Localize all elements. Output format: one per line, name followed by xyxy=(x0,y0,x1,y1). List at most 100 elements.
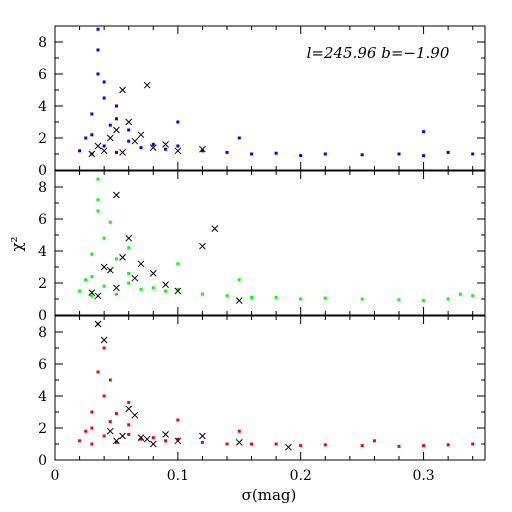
data-point xyxy=(102,284,106,288)
panel-red: 0 2 4 6 8 xyxy=(38,315,486,469)
data-point xyxy=(114,104,118,108)
data-point xyxy=(250,295,254,299)
cross-marker xyxy=(113,126,120,134)
panel-green: 0 2 4 6 8 xyxy=(38,170,486,324)
data-point xyxy=(422,130,426,134)
data-point xyxy=(372,439,376,443)
cross-marker xyxy=(125,405,133,413)
y-tick-label: 8 xyxy=(38,35,47,51)
data-point xyxy=(78,149,82,153)
data-point xyxy=(90,294,94,298)
y-tick-label: 0 xyxy=(38,163,47,179)
y-tick-label: 6 xyxy=(38,212,47,228)
y-tick-label: 2 xyxy=(38,421,47,437)
y-tick-label: 8 xyxy=(38,180,47,196)
cross-marker xyxy=(106,134,114,142)
y-axis-label: χ² xyxy=(8,236,26,251)
cross-marker xyxy=(143,435,151,443)
data-point xyxy=(84,136,88,140)
cross-marker xyxy=(88,150,96,158)
data-point xyxy=(446,297,450,301)
cross-marker xyxy=(235,439,243,446)
data-point xyxy=(90,426,94,430)
data-point xyxy=(323,296,327,300)
cross-marker xyxy=(162,281,169,288)
cross-marker xyxy=(113,437,120,445)
data-point xyxy=(299,444,303,448)
data-point xyxy=(237,429,241,433)
data-point xyxy=(471,152,475,156)
data-point xyxy=(108,378,112,382)
data-point xyxy=(139,146,143,150)
data-point xyxy=(78,439,82,443)
data-point xyxy=(458,292,462,296)
data-point xyxy=(274,151,278,155)
cross-marker xyxy=(149,144,157,151)
y-tick-label: 6 xyxy=(38,357,47,373)
data-point xyxy=(96,370,100,374)
cross-marker xyxy=(285,443,292,451)
data-point xyxy=(139,437,143,441)
cross-marker xyxy=(149,270,157,277)
data-point xyxy=(164,147,168,151)
data-point xyxy=(397,152,401,156)
data-point xyxy=(127,128,131,132)
data-point xyxy=(96,72,100,76)
data-point xyxy=(96,209,100,213)
cross-marker xyxy=(100,263,108,271)
data-point xyxy=(108,220,112,224)
data-point xyxy=(90,275,94,279)
data-point xyxy=(176,287,180,291)
y-tick-label: 4 xyxy=(38,99,47,115)
cross-marker xyxy=(113,191,120,199)
data-point xyxy=(323,152,327,156)
data-point xyxy=(471,442,475,446)
data-point xyxy=(360,153,364,157)
data-point xyxy=(446,443,450,447)
data-point xyxy=(360,297,364,301)
data-point xyxy=(225,150,229,154)
cross-marker xyxy=(199,242,206,250)
data-point xyxy=(200,440,204,444)
cross-marker xyxy=(131,274,139,282)
cross-marker xyxy=(100,147,108,155)
data-point xyxy=(90,252,94,256)
y-tick-label: 4 xyxy=(38,389,47,405)
data-point xyxy=(446,150,450,154)
data-point xyxy=(225,294,229,298)
data-point xyxy=(90,442,94,446)
data-point xyxy=(176,262,180,266)
data-point xyxy=(114,440,118,444)
data-point xyxy=(237,136,241,140)
data-point xyxy=(200,292,204,296)
x-tick-label: 0 xyxy=(51,468,60,484)
cross-marker xyxy=(131,411,139,419)
data-point xyxy=(225,442,229,446)
data-point xyxy=(84,278,88,282)
coordinate-annotation: l=245.96 b=−1.90 xyxy=(307,44,450,62)
panel-blue: 0 2 4 6 8 xyxy=(38,25,486,179)
data-point xyxy=(96,198,100,202)
y-tick-label: 0 xyxy=(38,308,47,324)
data-point xyxy=(323,443,327,447)
data-point xyxy=(250,442,254,446)
data-point xyxy=(151,142,155,146)
data-point xyxy=(164,289,168,293)
data-point xyxy=(102,236,106,240)
data-point xyxy=(102,346,106,350)
data-point xyxy=(96,177,100,181)
data-point xyxy=(176,144,180,148)
cross-marker xyxy=(162,431,169,438)
cross-marker xyxy=(106,266,114,274)
data-point xyxy=(127,423,131,427)
y-tick-label: 4 xyxy=(38,244,47,260)
data-point xyxy=(102,96,106,100)
data-point xyxy=(114,412,118,416)
panel-frame xyxy=(54,25,486,171)
data-point xyxy=(422,154,426,158)
data-point xyxy=(237,278,241,282)
data-point xyxy=(114,150,118,154)
cross-marker xyxy=(162,141,169,148)
data-point xyxy=(78,289,82,293)
